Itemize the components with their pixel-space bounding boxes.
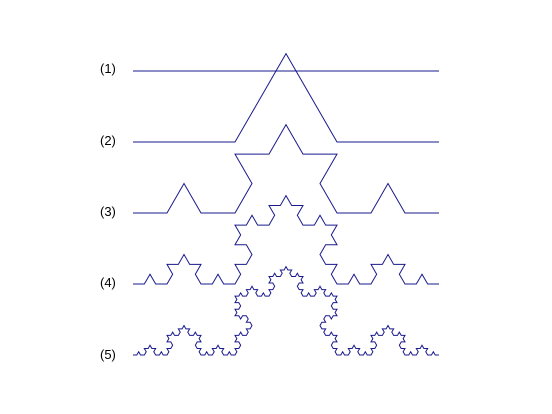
stage-3: (3): [100, 123, 439, 219]
stage-2-curve: [133, 52, 439, 143]
stage-1: (1): [100, 61, 439, 76]
stage-4-curve: [133, 194, 439, 285]
stage-4: (4): [100, 194, 439, 290]
stage-2: (2): [100, 52, 439, 148]
stage-2-label: (2): [100, 133, 116, 148]
stage-5-label: (5): [100, 347, 116, 362]
stage-5: (5): [100, 265, 439, 362]
stage-1-label: (1): [100, 61, 116, 76]
stage-3-label: (3): [100, 204, 116, 219]
stage-4-label: (4): [100, 275, 116, 290]
stage-5-curve: [133, 265, 439, 356]
stage-3-curve: [133, 123, 439, 214]
